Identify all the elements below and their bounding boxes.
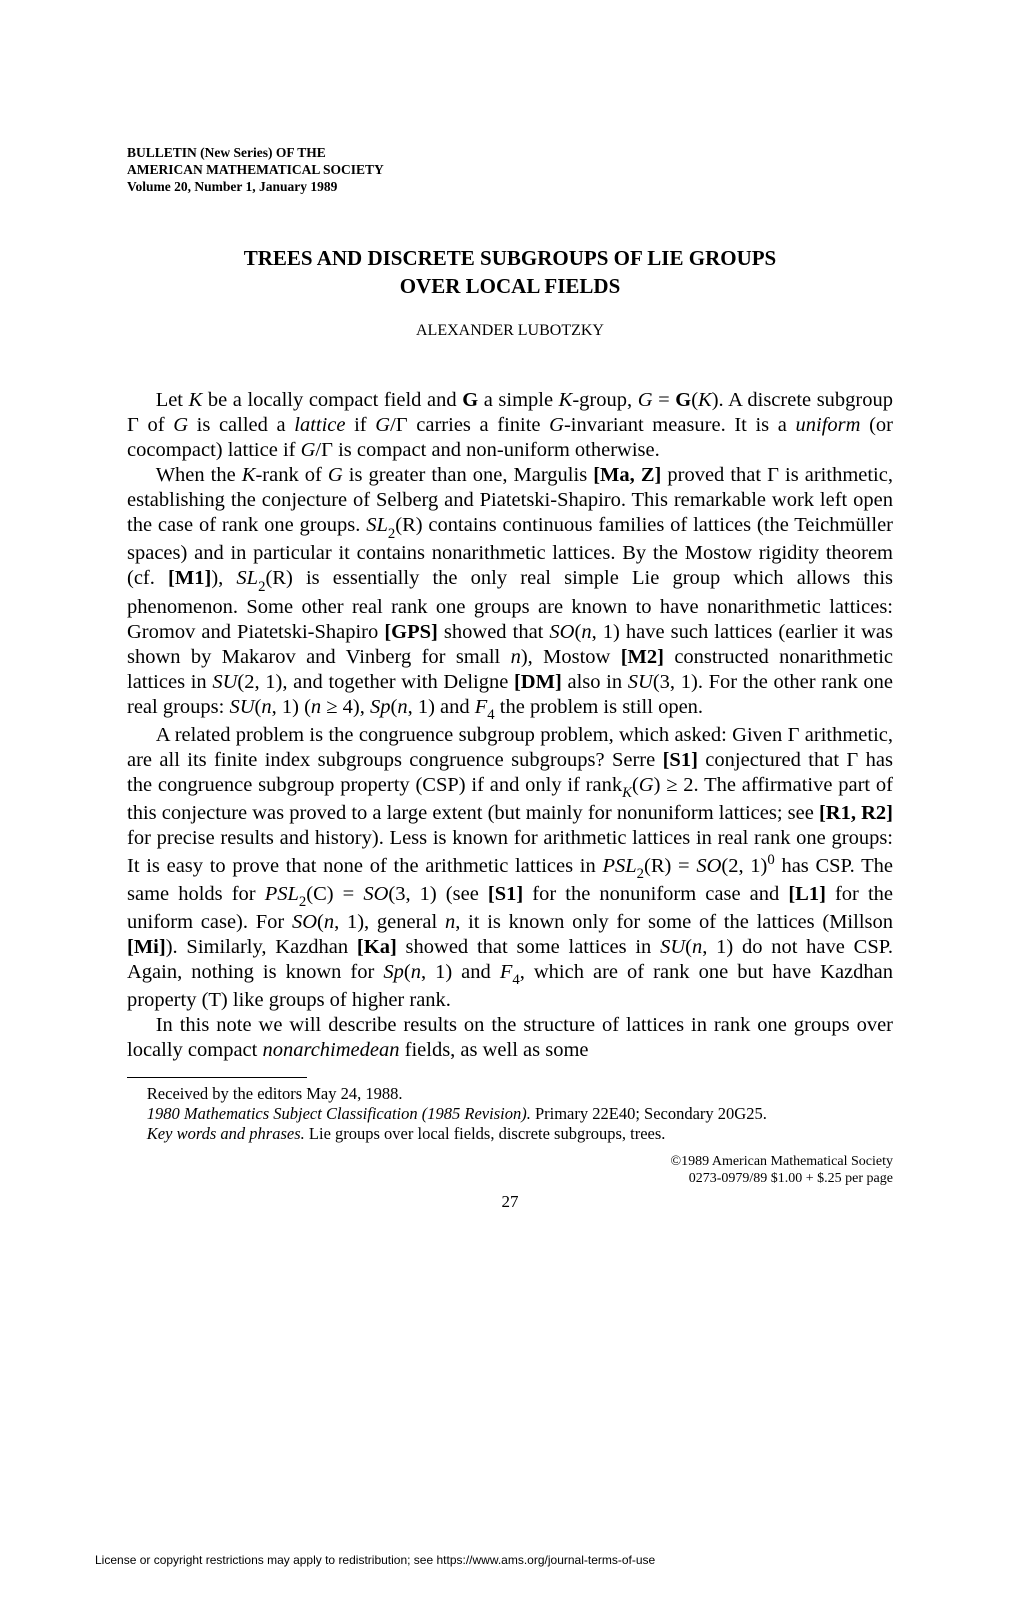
copyright: ©1989 American Mathematical Society 0273…: [127, 1154, 893, 1188]
paragraph-4: In this note we will describe results on…: [127, 1013, 893, 1063]
paragraph-2: When the K-rank of G is greater than one…: [127, 463, 893, 722]
footnotes: Received by the editors May 24, 1988. 19…: [127, 1084, 893, 1144]
page-number: 27: [127, 1192, 893, 1212]
title-line2: OVER LOCAL FIELDS: [127, 272, 893, 300]
journal-header: BULLETIN (New Series) OF THE AMERICAN MA…: [127, 145, 893, 196]
journal-line2: AMERICAN MATHEMATICAL SOCIETY: [127, 162, 893, 179]
body-text: Let K be a locally compact field and G a…: [127, 388, 893, 1062]
journal-line3: Volume 20, Number 1, January 1989: [127, 179, 893, 196]
journal-line1: BULLETIN (New Series) OF THE: [127, 145, 893, 162]
footnote-keywords: Key words and phrases. Lie groups over l…: [127, 1124, 893, 1144]
paper-title: TREES AND DISCRETE SUBGROUPS OF LIE GROU…: [127, 244, 893, 301]
copyright-line1: ©1989 American Mathematical Society: [127, 1154, 893, 1171]
copyright-line2: 0273-0979/89 $1.00 + $.25 per page: [127, 1171, 893, 1188]
footnote-rule: [127, 1077, 307, 1078]
paragraph-3: A related problem is the congruence subg…: [127, 723, 893, 1013]
footnote-msc: 1980 Mathematics Subject Classification …: [127, 1104, 893, 1124]
author-name: ALEXANDER LUBOTZKY: [127, 322, 893, 340]
paragraph-1: Let K be a locally compact field and G a…: [127, 388, 893, 463]
license-notice: License or copyright restrictions may ap…: [95, 1553, 655, 1567]
title-line1: TREES AND DISCRETE SUBGROUPS OF LIE GROU…: [127, 244, 893, 272]
footnote-received: Received by the editors May 24, 1988.: [127, 1084, 893, 1104]
